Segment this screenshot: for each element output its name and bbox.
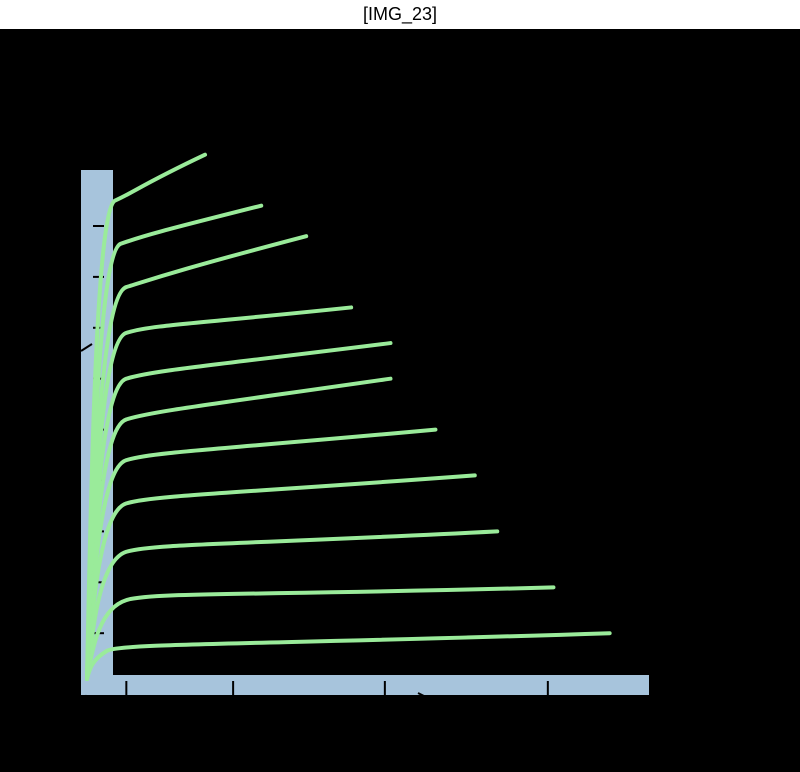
curve-2: [85, 585, 556, 681]
curve-11: [85, 152, 208, 681]
curve-family-chart: [80, 152, 649, 724]
curve-group: [85, 152, 612, 681]
title-bar: [IMG_23]: [0, 0, 800, 29]
y-axis-mark: [80, 343, 93, 352]
curve-6: [85, 376, 393, 681]
chart-title: [IMG_23]: [362, 4, 438, 24]
curve-1: [85, 631, 612, 681]
tick-group: [93, 224, 549, 696]
y-axis-stub: [83, 694, 89, 724]
x-axis-band: [81, 675, 649, 695]
curve-3: [85, 529, 500, 681]
x-axis-mark: [417, 692, 431, 700]
curve-7: [85, 341, 393, 681]
curve-9: [85, 234, 309, 681]
curve-4: [85, 473, 477, 681]
